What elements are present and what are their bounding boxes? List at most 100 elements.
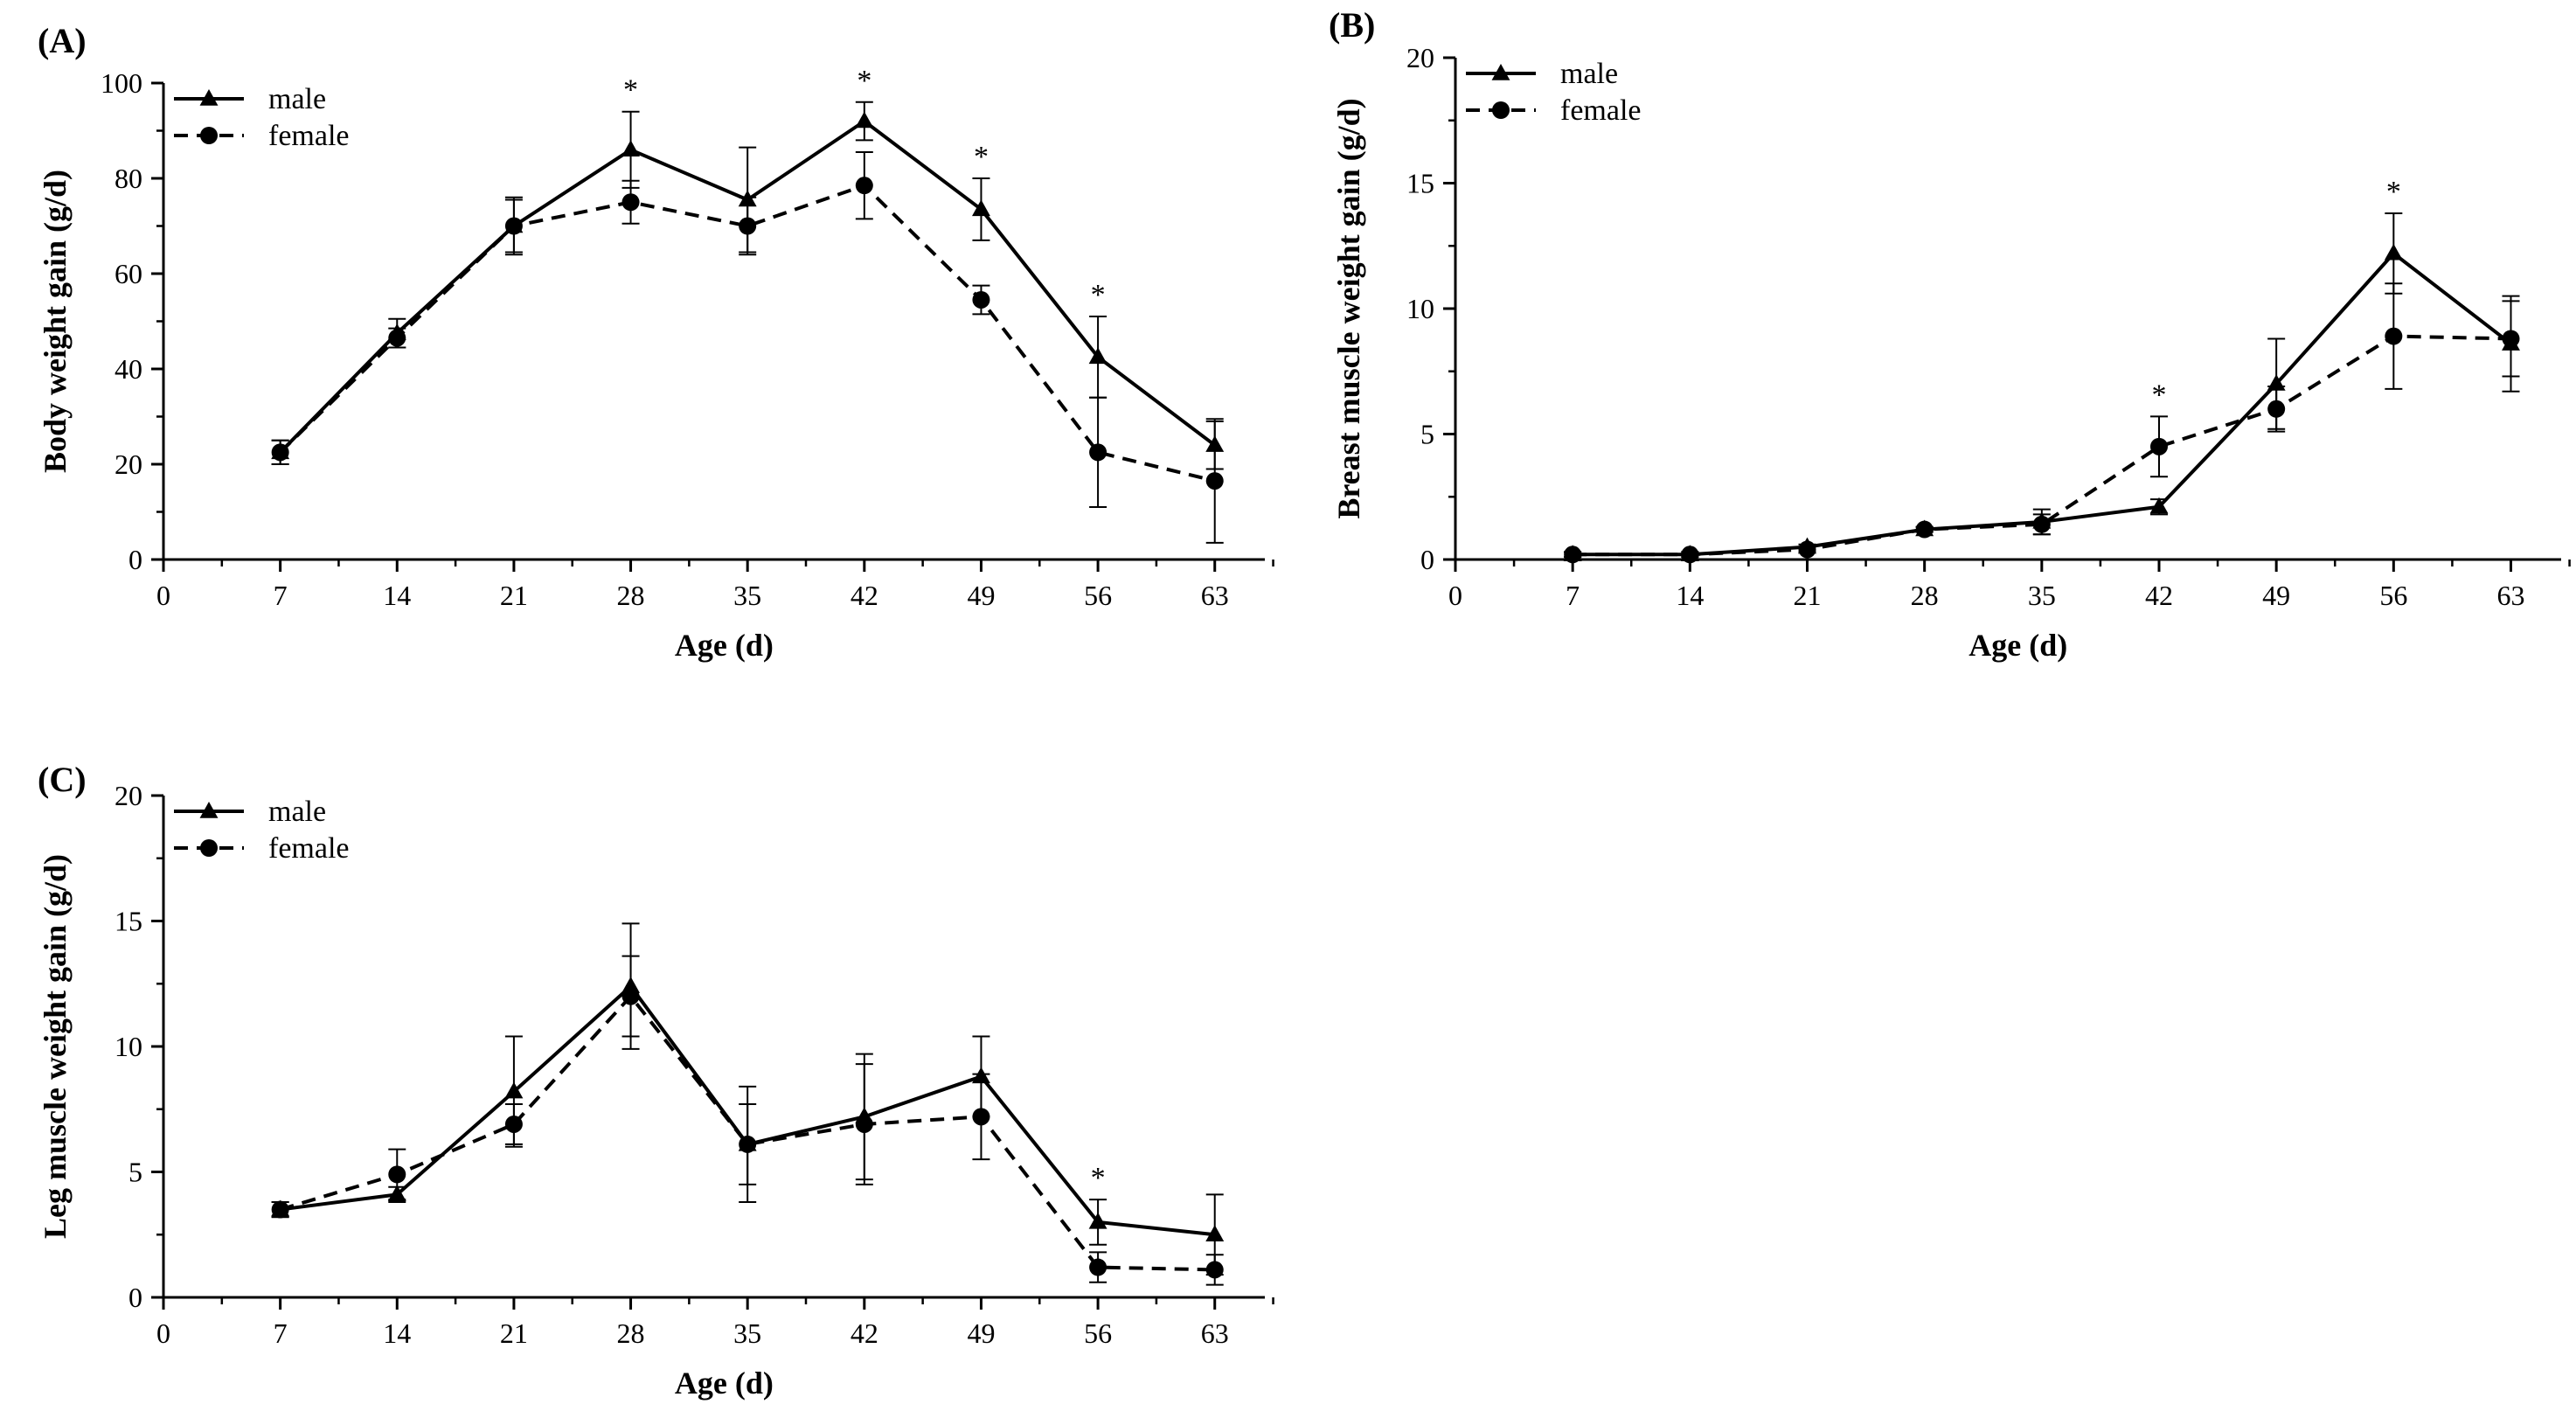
- male-point: [855, 111, 874, 129]
- series-female: [271, 955, 1224, 1286]
- female-point: [271, 1200, 289, 1219]
- x-tick-label: 14: [383, 1317, 411, 1349]
- y-tick-label: 0: [128, 1282, 142, 1313]
- chart-panel-a: (A) 0 7 14 21 28 35 42 49 56 63 0 20 40 60 80 100 Age (d)…: [38, 21, 1274, 663]
- female-point: [621, 987, 640, 1005]
- male-point: [2149, 497, 2169, 514]
- significance-marker: *: [1091, 1162, 1106, 1194]
- x-tick-label: 7: [274, 1317, 288, 1349]
- female-point: [1205, 1261, 1224, 1279]
- legend-marker-female: [1492, 101, 1510, 119]
- y-tick-label: 20: [1406, 42, 1434, 73]
- male-point: [1088, 347, 1107, 365]
- x-tick-label: 7: [1566, 580, 1580, 611]
- x-tick-label: 28: [1911, 580, 1939, 611]
- female-point: [2150, 437, 2168, 455]
- x-tick-label: 35: [733, 580, 761, 611]
- female-point: [271, 443, 289, 462]
- x-tick-label: 42: [2145, 580, 2173, 611]
- y-tick-label: 40: [115, 353, 142, 385]
- panel-label: (A): [38, 21, 87, 60]
- y-tick-label: 15: [1406, 168, 1434, 199]
- x-axis-title: Age (d): [675, 1366, 774, 1401]
- significance-marker: *: [974, 141, 989, 173]
- female-line: [279, 184, 1216, 483]
- x-tick-label: 21: [500, 1317, 528, 1349]
- y-tick-label: 0: [1420, 544, 1434, 575]
- significance-marker: *: [2386, 176, 2401, 208]
- x-tick-label: 14: [383, 580, 411, 611]
- male-point: [504, 1081, 524, 1099]
- x-tick-label: 28: [617, 580, 645, 611]
- x-tick-label: 49: [967, 580, 995, 611]
- significance-marker: *: [1091, 279, 1106, 311]
- x-tick-label: 56: [1084, 580, 1112, 611]
- legend-marker-male: [199, 89, 219, 106]
- female-point: [855, 177, 873, 195]
- x-tick-label: 0: [156, 580, 170, 611]
- x-tick-label: 0: [156, 1317, 170, 1349]
- female-line: [280, 994, 1215, 1272]
- x-tick-label: 35: [2028, 580, 2056, 611]
- y-tick-label: 15: [115, 906, 142, 937]
- female-point: [739, 1135, 757, 1153]
- y-axis-title: Body weight gain (g/d): [38, 170, 73, 473]
- legend-label-male: male: [268, 83, 326, 115]
- male-point: [1088, 1212, 1107, 1229]
- male-point: [1205, 1225, 1225, 1241]
- series-female: [271, 151, 1224, 544]
- legend-marker-female: [200, 127, 218, 144]
- y-tick-label: 80: [115, 163, 142, 194]
- male-point: [2384, 243, 2403, 261]
- x-axis-title: Age (d): [675, 628, 774, 663]
- x-axis-title: Age (d): [1968, 628, 2067, 663]
- chart-panel-c: (C) 0 7 14 21 28 35 42 49 56 63 0 5 10 15 20 Age (d) Leg …: [38, 760, 1274, 1401]
- x-tick-label: 14: [1676, 580, 1704, 611]
- female-point: [1915, 520, 1934, 539]
- female-point: [2385, 327, 2403, 345]
- female-point: [1681, 546, 1699, 564]
- y-axis-title: Leg muscle weight gain (g/d): [38, 854, 73, 1239]
- legend-label-female: female: [268, 832, 350, 865]
- significance-marker: *: [623, 74, 638, 107]
- y-tick-label: 5: [1420, 419, 1434, 450]
- x-tick-label: 56: [2379, 580, 2407, 611]
- female-point: [388, 1165, 406, 1184]
- x-tick-label: 0: [1448, 580, 1462, 611]
- female-point: [855, 1115, 873, 1133]
- female-point: [1564, 546, 1582, 564]
- series-female: [1564, 282, 2520, 564]
- panel-label: (C): [38, 760, 87, 799]
- legend-marker-female: [200, 839, 218, 857]
- y-tick-label: 60: [115, 258, 142, 289]
- legend-label-male: male: [1560, 58, 1618, 90]
- x-tick-label: 56: [1084, 1317, 1112, 1349]
- x-tick-label: 42: [851, 580, 878, 611]
- female-line: [1573, 334, 2511, 557]
- y-tick-label: 100: [101, 67, 142, 99]
- x-tick-label: 28: [617, 1317, 645, 1349]
- legend-label-male: male: [268, 796, 326, 828]
- female-point: [388, 329, 406, 347]
- x-tick-label: 21: [500, 580, 528, 611]
- panel-label: (B): [1329, 5, 1375, 45]
- x-tick-label: 49: [2262, 580, 2290, 611]
- male-point: [972, 199, 990, 217]
- female-point: [1089, 1258, 1107, 1276]
- x-tick-label: 35: [733, 1317, 761, 1349]
- female-point: [739, 217, 757, 235]
- female-point: [972, 290, 990, 309]
- x-tick-label: 49: [967, 1317, 995, 1349]
- y-tick-label: 10: [115, 1031, 142, 1062]
- y-tick-label: 20: [115, 780, 142, 811]
- female-point: [504, 217, 523, 235]
- legend-marker-male: [1491, 64, 1510, 80]
- legend-label-female: female: [268, 120, 350, 152]
- x-tick-label: 63: [1201, 1317, 1229, 1349]
- female-point: [2267, 400, 2286, 418]
- female-point: [621, 193, 640, 212]
- x-tick-label: 7: [274, 580, 288, 611]
- female-point: [1798, 540, 1816, 559]
- y-tick-label: 0: [128, 544, 142, 575]
